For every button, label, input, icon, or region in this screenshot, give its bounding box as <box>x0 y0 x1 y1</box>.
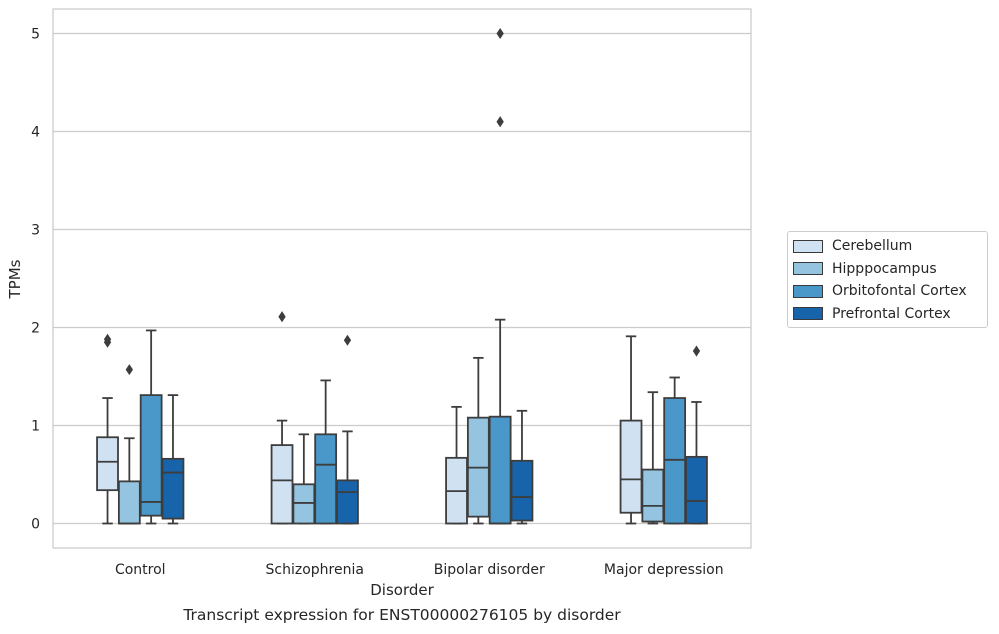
box-group <box>641 391 665 525</box>
x-tick-label: Control <box>115 562 166 578</box>
box-body <box>641 468 665 523</box>
legend-label: Prefrontal Cortex <box>832 305 951 322</box>
box-body <box>270 444 294 525</box>
outlier-point <box>125 364 134 376</box>
outlier-point <box>343 334 352 346</box>
box-body <box>117 480 141 525</box>
legend-label: Hipppocampus <box>832 260 937 277</box>
outlier-point <box>496 116 504 128</box>
box-group <box>139 329 163 525</box>
legend-swatch <box>793 239 823 253</box>
box-body <box>161 457 185 520</box>
box-body <box>336 479 359 525</box>
box-body <box>488 415 512 525</box>
plot-frame <box>52 8 752 549</box>
box-body <box>619 419 643 514</box>
box-group <box>488 27 512 525</box>
box-body <box>139 394 163 517</box>
y-tick-label: 5 <box>31 27 40 43</box>
box-group <box>314 379 338 525</box>
y-tick-label: 2 <box>31 321 40 337</box>
box-group <box>619 335 643 525</box>
box-body <box>685 455 708 525</box>
legend-item: Orbitofontal Cortex <box>788 280 987 303</box>
y-axis-label: TPMs <box>6 259 24 299</box>
legend-item: Cerebellum <box>788 235 987 258</box>
legend-label: Cerebellum <box>832 238 913 255</box>
y-tick-label: 3 <box>31 223 40 239</box>
box-group <box>117 364 141 525</box>
legend-swatch <box>793 307 823 321</box>
x-tick-label: Major depression <box>604 562 724 578</box>
boxes <box>96 27 708 525</box>
box-body <box>510 459 534 522</box>
box-body <box>292 483 316 525</box>
box-body <box>663 397 687 525</box>
y-tick-label: 0 <box>31 517 40 533</box>
box-group <box>96 333 119 525</box>
box-group <box>510 409 534 525</box>
box-group <box>336 334 359 525</box>
y-tick-label: 4 <box>31 125 40 141</box>
box-group <box>466 356 490 525</box>
box-group <box>161 394 185 525</box>
x-tick-label: Bipolar disorder <box>434 562 545 578</box>
outlier-point <box>692 345 701 357</box>
legend-swatch <box>793 262 823 276</box>
x-axis-label: Disorder <box>370 581 434 599</box>
box-body <box>314 433 338 525</box>
box-group <box>292 433 316 525</box>
chart-title: Transcript expression for ENST0000027610… <box>183 606 621 624</box>
box-group <box>270 311 294 525</box>
x-tick-label: Schizophrenia <box>266 562 364 578</box>
y-tick-label: 1 <box>31 419 40 435</box>
outlier-point <box>278 311 286 323</box>
box-body <box>96 436 119 492</box>
outlier-point <box>103 333 112 345</box>
legend: Cerebellum Hipppocampus Orbitofontal Corte… <box>787 231 988 328</box>
outlier-point <box>496 27 504 40</box>
legend-item: Hipppocampus <box>788 258 987 281</box>
box-group <box>685 345 708 525</box>
box-group <box>445 405 468 525</box>
legend-swatch <box>793 284 823 298</box>
box-group <box>663 376 687 525</box>
tick-labels: 0 1 2 3 4 5 Control Schizophrenia Bipolar disord… <box>31 27 724 579</box>
legend-label: Orbitofontal Cortex <box>832 283 967 300</box>
legend-item: Prefrontal Cortex <box>788 303 987 326</box>
